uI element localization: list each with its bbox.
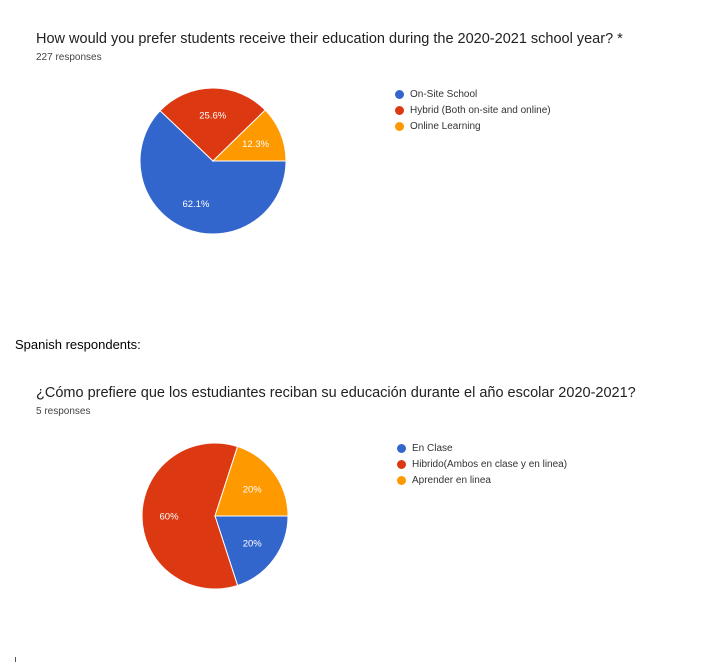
legend-label: Online Learning [410, 120, 481, 132]
pie-slice-2 [141, 442, 239, 590]
chart2-title: ¿Cómo prefiere que los estudiantes recib… [36, 385, 636, 401]
legend-swatch [397, 459, 406, 469]
legend-label: Hybrid (Both on-site and online) [410, 104, 551, 116]
slice-data-label: 62.1% [182, 199, 209, 210]
legend-swatch [397, 443, 406, 453]
pie-slice-1 [214, 515, 289, 587]
chart1-legend: On-Site School Hybrid (Both on-site and o… [395, 86, 551, 134]
legend-item: Online Learning [395, 118, 551, 134]
legend-item: Hibrido(Ambos en clase y en linea) [397, 456, 567, 472]
divider-mark [15, 657, 16, 662]
legend-item: En Clase [397, 440, 567, 456]
legend-label: On-Site School [410, 88, 478, 100]
pie-slice-2 [159, 87, 266, 162]
legend-label: Aprender en linea [412, 474, 491, 486]
pie-slice-3 [211, 109, 287, 162]
legend-swatch [397, 475, 406, 485]
chart2-pie: 20% 60% 20% [141, 442, 289, 590]
legend-label: En Clase [412, 442, 453, 454]
legend-item: Hybrid (Both on-site and online) [395, 102, 551, 118]
legend-label: Hibrido(Ambos en clase y en linea) [412, 458, 568, 470]
legend-swatch [395, 121, 404, 131]
pie-slice-1 [139, 109, 287, 235]
chart1-response-count: 227 responses [36, 52, 102, 63]
legend-swatch [395, 105, 404, 115]
legend-swatch [395, 89, 404, 99]
chart2-legend: En Clase Hibrido(Ambos en clase y en line… [397, 440, 567, 488]
slice-data-label: 12.3% [242, 139, 269, 150]
chart1-title: How would you prefer students receive th… [36, 31, 623, 47]
chart2-response-count: 5 responses [36, 406, 91, 417]
slice-data-label: 60% [160, 512, 180, 523]
slice-data-label: 20% [243, 484, 263, 495]
chart1-pie: 62.1% 25.6% 12.3% [139, 87, 287, 235]
pie-slice-3 [214, 445, 289, 517]
legend-item: Aprender en linea [397, 472, 567, 488]
slice-data-label: 25.6% [199, 111, 226, 122]
slice-data-label: 20% [243, 539, 263, 550]
legend-item: On-Site School [395, 86, 551, 102]
section-label: Spanish respondents: [15, 337, 141, 352]
